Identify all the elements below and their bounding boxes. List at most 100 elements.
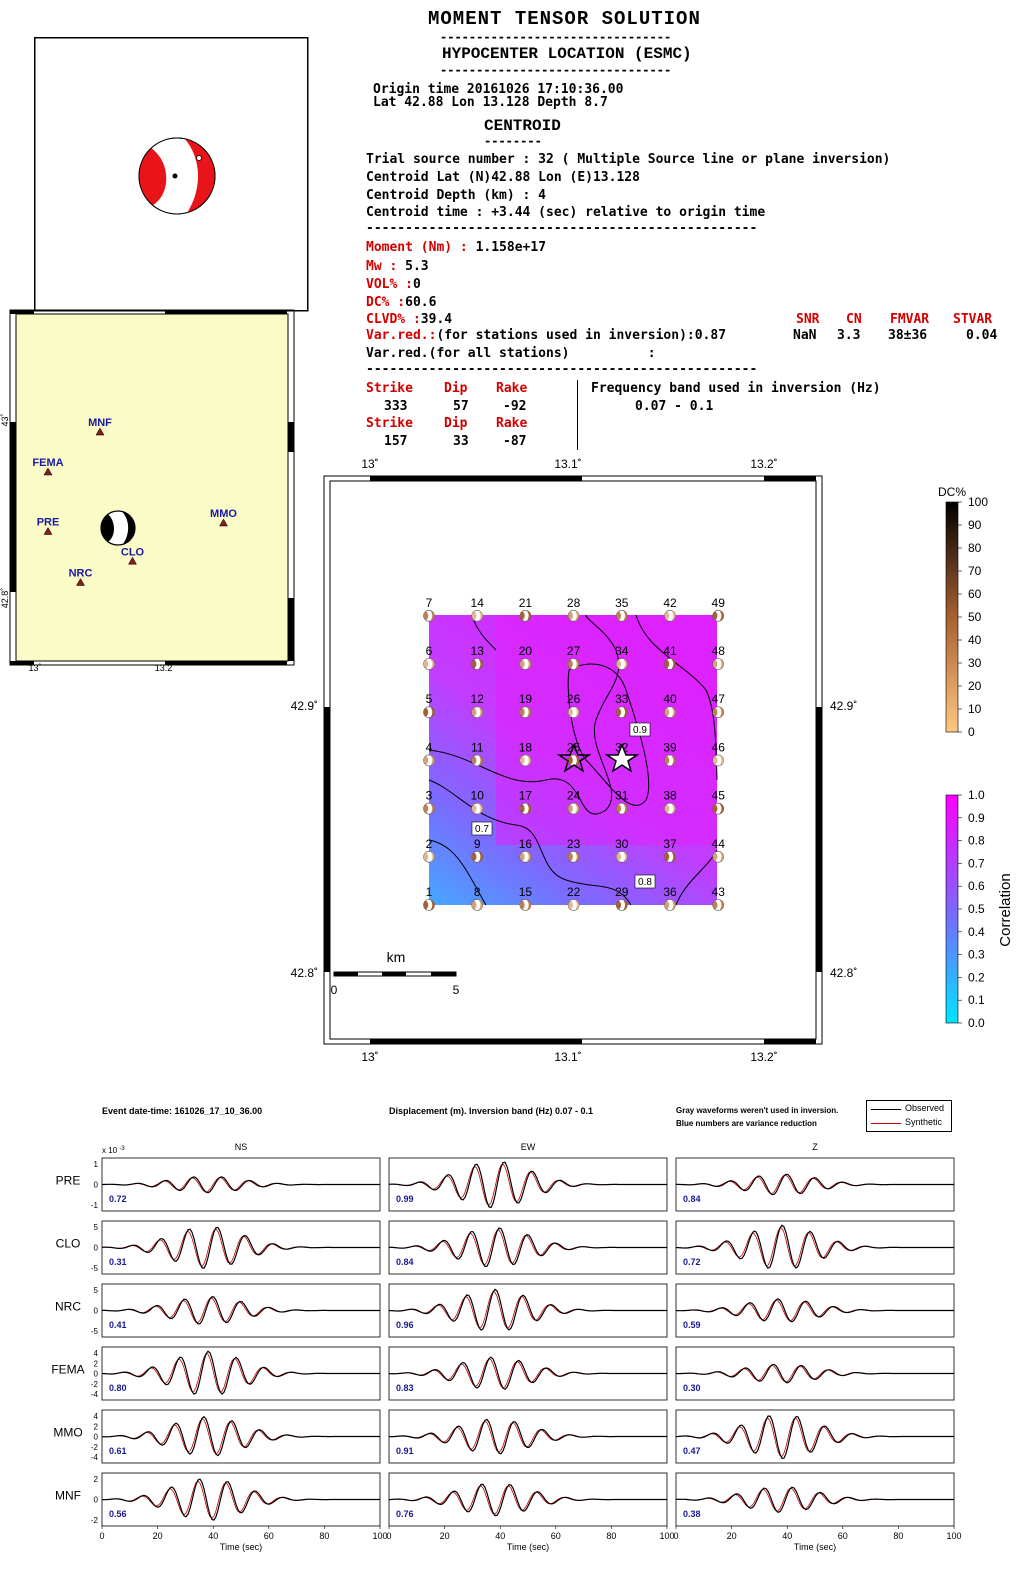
grid-node-label: 39 bbox=[663, 740, 677, 754]
variance-reduction: 0.56 bbox=[109, 1509, 127, 1519]
cn-value: 3.3 bbox=[837, 328, 861, 343]
grid-node-label: 12 bbox=[471, 692, 485, 706]
divider: -------- bbox=[484, 134, 542, 148]
y-tick: 0 bbox=[94, 1181, 99, 1190]
station-triangle-icon bbox=[43, 526, 53, 535]
variance-reduction: 0.61 bbox=[109, 1446, 127, 1456]
grid-node-label: 15 bbox=[519, 885, 533, 899]
grid-node-label: 42 bbox=[663, 596, 677, 610]
grid-node-beachball: 39 bbox=[663, 740, 677, 767]
x-tick: 40 bbox=[208, 1531, 218, 1541]
grid-node-beachball: 5 bbox=[423, 692, 435, 719]
y-tick: -2 bbox=[91, 1443, 99, 1452]
grid-node-beachball: 30 bbox=[615, 837, 629, 863]
x-tick: 20 bbox=[727, 1531, 737, 1541]
y-tick: -1 bbox=[91, 1201, 99, 1210]
grid-node-label: 29 bbox=[615, 885, 629, 899]
grid-node-beachball: 22 bbox=[567, 885, 581, 911]
gray-note: Gray waveforms weren't used in inversion… bbox=[676, 1106, 839, 1115]
dc-tick: 0 bbox=[968, 725, 975, 739]
contour-label: 0.8 bbox=[638, 877, 652, 888]
rake-header-2: Rake bbox=[496, 416, 528, 431]
centroid-title: CENTROID bbox=[484, 117, 561, 135]
x-tick: 100 bbox=[659, 1531, 674, 1541]
legend-observed: Observed bbox=[905, 1103, 945, 1113]
beachball-red-west bbox=[139, 148, 167, 205]
snr-value: NaN bbox=[793, 328, 817, 343]
y-tick: 2 bbox=[94, 1422, 99, 1431]
variance-reduction: 0.76 bbox=[396, 1509, 414, 1519]
plane1-strike: 333 bbox=[384, 399, 408, 414]
scale-bar: km 0 5 bbox=[331, 949, 460, 997]
grid-node-beachball: 31 bbox=[615, 789, 629, 815]
grid-node-label: 30 bbox=[615, 837, 629, 851]
grid-node-beachball: 13 bbox=[471, 644, 484, 670]
cn-header: CN bbox=[846, 312, 862, 327]
frame-tick bbox=[10, 310, 34, 314]
correlation-colorbar-label: Correlation bbox=[997, 873, 1014, 946]
dc-colorbar-label: DC% bbox=[938, 485, 966, 499]
rake-header-1: Rake bbox=[496, 381, 528, 396]
grid-node-beachball: 9 bbox=[471, 837, 483, 863]
x-tick: 60 bbox=[838, 1531, 848, 1541]
x-tick: 0 bbox=[386, 1531, 391, 1541]
grid-node-label: 31 bbox=[615, 789, 629, 803]
freq-value: 0.07 - 0.1 bbox=[635, 399, 714, 414]
dc-tick: 90 bbox=[968, 518, 982, 532]
grid-search-map: 13˚ 13.1˚ 13.2˚ 13˚ 13.1˚ 13.2˚ 42.9˚ 42… bbox=[291, 457, 1014, 1064]
fmvar-header: FMVAR bbox=[890, 312, 930, 327]
observed-trace bbox=[388, 1356, 667, 1391]
legend-observed-line bbox=[871, 1109, 901, 1110]
variance-reduction: 0.38 bbox=[683, 1509, 701, 1519]
correlation-colorbar-ticks: 1.0 0.9 0.8 0.7 0.6 0.5 0.4 0.3 0.2 0.1 0.0 bbox=[958, 788, 985, 1030]
legend-synthetic: Synthetic bbox=[905, 1117, 943, 1127]
grid-node-beachball: 26 bbox=[567, 692, 581, 719]
grid-node-label: 37 bbox=[663, 837, 677, 851]
grid-node-label: 10 bbox=[471, 789, 485, 803]
event-datetime: Event date-time: 161026_17_10_36.00 bbox=[102, 1106, 263, 1116]
correlation-tick: 0.1 bbox=[968, 993, 985, 1007]
y-tick: 4 bbox=[94, 1412, 99, 1421]
station-triangle-icon bbox=[128, 556, 137, 565]
correlation-tick: 0.0 bbox=[968, 1016, 985, 1030]
grid-node-label: 45 bbox=[712, 789, 726, 803]
grid-y-tick-left: 42.8˚ bbox=[291, 966, 318, 980]
dc-label: DC% : bbox=[366, 295, 406, 310]
divider: -------------------------------- bbox=[440, 30, 672, 44]
grid-node-label: 16 bbox=[519, 837, 533, 851]
grid-node-beachball: 1 bbox=[423, 885, 435, 911]
frame-tick bbox=[370, 476, 582, 481]
station-label: MNF bbox=[88, 417, 112, 429]
dip-header-2: Dip bbox=[444, 416, 468, 431]
stvar-header: STVAR bbox=[953, 312, 993, 327]
grid-node-beachball: 34 bbox=[615, 644, 629, 670]
grid-node-label: 27 bbox=[567, 644, 581, 658]
grid-node-beachball: 38 bbox=[663, 789, 677, 815]
divider: ----------------------------------------… bbox=[366, 362, 758, 377]
contour-lines bbox=[428, 614, 718, 906]
grid-node-beachball: 19 bbox=[519, 692, 532, 719]
plane2-dip: 33 bbox=[453, 434, 469, 449]
frame-tick bbox=[324, 707, 330, 972]
grid-node-label: 4 bbox=[426, 740, 433, 754]
variance-reduction: 0.30 bbox=[683, 1383, 701, 1393]
x-axis-label: Time (sec) bbox=[507, 1542, 549, 1552]
y-tick: -2 bbox=[91, 1516, 99, 1525]
dc-tick: 40 bbox=[968, 633, 982, 647]
grid-node-label: 46 bbox=[712, 740, 726, 754]
map-x-tick: 13˚ bbox=[28, 663, 41, 673]
y-tick: 4 bbox=[94, 1349, 99, 1358]
variance-reduction: 0.72 bbox=[683, 1257, 701, 1267]
grid-node-label: 33 bbox=[615, 692, 629, 706]
grid-node-beachball: 46 bbox=[712, 740, 726, 767]
mw-row: Mw : 5.3 bbox=[366, 259, 429, 274]
grid-node-beachball: 35 bbox=[615, 596, 629, 622]
mw-value: 5.3 bbox=[405, 259, 429, 274]
observed-trace bbox=[676, 1363, 954, 1384]
grid-node-beachball: 17 bbox=[519, 789, 532, 815]
dc-tick: 50 bbox=[968, 610, 982, 624]
component-label: EW bbox=[521, 1142, 536, 1152]
grid-node-beachball: 24 bbox=[567, 789, 581, 815]
x-tick: 60 bbox=[264, 1531, 274, 1541]
